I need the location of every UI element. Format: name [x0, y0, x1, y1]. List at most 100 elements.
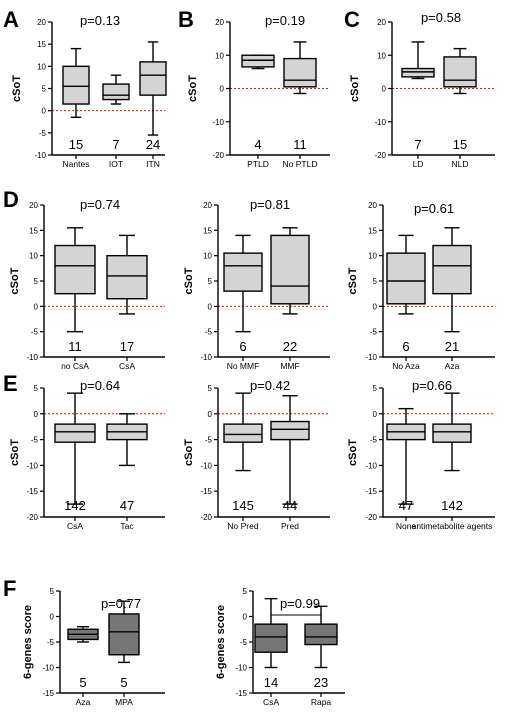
sample-size-label: 47 [120, 498, 134, 513]
comparison-bracket [270, 614, 322, 620]
panel-e2: -20 -15 -10 -5 0 5 cSoT p=0.42 145 No Pred 44 Pred [183, 378, 330, 531]
sample-size-label: 145 [232, 498, 254, 513]
sample-size-label: 47 [399, 498, 413, 513]
box-nld [443, 47, 477, 95]
y-tick-label: 20 [29, 201, 38, 210]
sample-size-label: 14 [264, 675, 278, 690]
box-nantes [62, 47, 90, 119]
x-category-label: Aza [445, 361, 460, 371]
y-tick-label: -10 [26, 353, 38, 362]
y-tick-label: 0 [382, 85, 387, 94]
x-category-label: MMF [280, 361, 299, 371]
y-tick-label: 15 [37, 40, 46, 49]
y-tick-label: 0 [208, 410, 213, 419]
y-tick-label: 5 [373, 277, 378, 286]
sample-size-label: 24 [146, 137, 160, 152]
panel-f2: -15 -10 -5 0 5 6-genes score p=0.99 14 CsA 23 Rapa [215, 587, 345, 707]
sample-size-label: 11 [68, 339, 82, 354]
p-value-label: p=0.19 [265, 13, 305, 28]
y-tick-label: -5 [370, 436, 378, 445]
panel-letter: E [3, 371, 18, 396]
y-tick-label: 0 [373, 410, 378, 419]
iqr-box [304, 623, 338, 646]
box-tac [106, 413, 148, 467]
x-category-label: NLD [451, 159, 468, 169]
p-value-label: p=0.77 [101, 596, 141, 611]
y-tick-label: -5 [370, 328, 378, 337]
x-category-label: IOT [109, 159, 123, 169]
y-tick-label: -10 [26, 461, 38, 470]
x-category-label: Nantes [63, 159, 90, 169]
panel-letter: B [178, 7, 194, 32]
iqr-box [270, 234, 310, 305]
sample-size-label: 11 [293, 137, 307, 152]
box-no-ptld [283, 41, 317, 95]
y-tick-label: 0 [34, 302, 39, 311]
y-tick-label: -20 [374, 151, 386, 160]
y-tick-label: 0 [243, 613, 248, 622]
x-category-label: antimetabolite agents [412, 521, 493, 531]
y-tick-label: 5 [42, 85, 47, 94]
panel-e1: E -20 -15 -10 -5 0 5 cSoT p=0.64 142 CsA 47 Tac [3, 371, 165, 531]
iqr-box [386, 252, 426, 305]
y-tick-label: -5 [240, 638, 248, 647]
y-axis-label: 6-genes score [215, 605, 227, 679]
y-axis-label: cSoT [9, 267, 21, 294]
y-tick-label: 10 [203, 252, 212, 261]
y-tick-label: -10 [374, 118, 386, 127]
y-tick-label: 0 [50, 613, 55, 622]
iqr-box [443, 56, 477, 88]
y-tick-label: -10 [42, 664, 54, 673]
sample-size-label: 4 [254, 137, 261, 152]
y-tick-label: -15 [42, 689, 54, 698]
p-value-label: p=0.64 [80, 378, 120, 393]
y-tick-label: -20 [212, 151, 224, 160]
y-axis-label: cSoT [347, 267, 359, 294]
y-tick-label: 10 [377, 51, 386, 60]
x-category-label: No PTLD [283, 159, 318, 169]
y-axis-label: cSoT [9, 439, 21, 466]
box-ptld [241, 54, 275, 70]
panel-d2: -10 -5 0 5 10 15 20 cSoT p=0.81 6 No MMF 22 MMF [183, 197, 330, 371]
box-no-aza [386, 234, 426, 315]
y-tick-label: -10 [212, 118, 224, 127]
x-category-label: CsA [67, 521, 83, 531]
y-axis-label: cSoT [183, 439, 195, 466]
y-tick-label: 20 [368, 201, 377, 210]
p-value-label: p=0.42 [250, 378, 290, 393]
x-category-label: No Pred [227, 521, 258, 531]
iqr-box [432, 423, 472, 443]
y-tick-label: 15 [368, 226, 377, 235]
iqr-box [139, 61, 167, 96]
box-itn [139, 41, 167, 136]
x-category-label: PTLD [247, 159, 269, 169]
y-tick-label: -5 [205, 328, 213, 337]
y-tick-label: 5 [243, 587, 248, 596]
y-tick-label: -15 [365, 487, 377, 496]
y-tick-label: 5 [373, 384, 378, 393]
sample-size-label: 5 [120, 675, 127, 690]
sample-size-label: 44 [283, 498, 297, 513]
x-category-label: Aza [76, 697, 91, 707]
sample-size-label: 6 [239, 339, 246, 354]
y-tick-label: -10 [365, 353, 377, 362]
iqr-box [108, 613, 140, 656]
y-tick-label: 15 [29, 226, 38, 235]
x-category-label: ITN [146, 159, 160, 169]
p-value-label: p=0.61 [414, 201, 454, 216]
y-tick-label: -5 [31, 436, 39, 445]
y-tick-label: 5 [208, 384, 213, 393]
y-tick-label: 20 [377, 18, 386, 27]
x-category-label: None [396, 521, 417, 531]
y-tick-label: 0 [373, 302, 378, 311]
iqr-box [102, 83, 130, 101]
y-tick-label: -5 [47, 638, 55, 647]
x-category-label: Rapa [311, 697, 332, 707]
sample-size-label: 22 [283, 339, 297, 354]
x-category-label: CsA [119, 361, 135, 371]
panel-letter: C [344, 7, 360, 32]
box-mmf [270, 227, 310, 315]
y-tick-label: -15 [235, 689, 247, 698]
iqr-box [283, 57, 317, 88]
x-category-label: Pred [281, 521, 299, 531]
